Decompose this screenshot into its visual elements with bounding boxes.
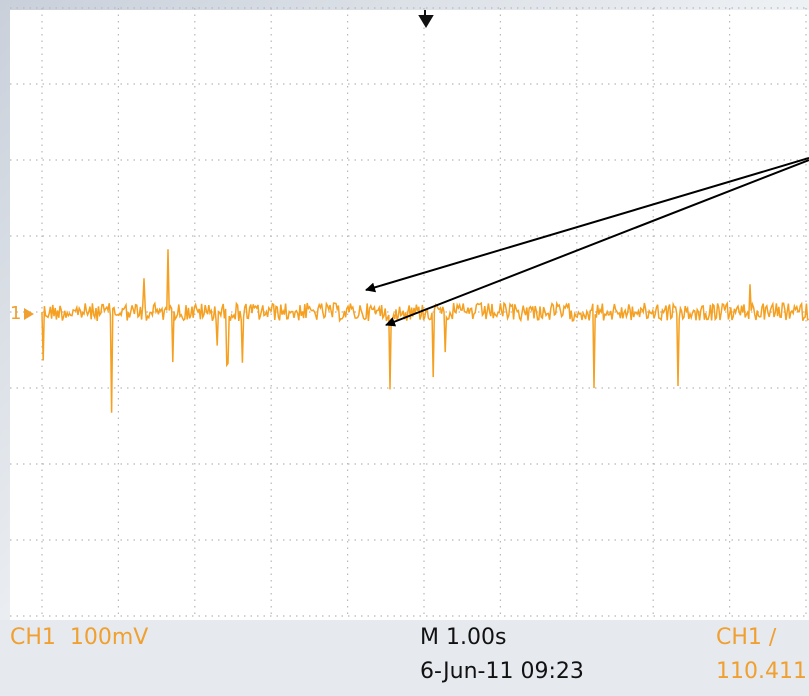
annotation-arrow [385,159,809,327]
trigger-setting: CH1 ∕ [716,625,777,650]
channel-marker-arrow [24,308,34,320]
trigger-value: 110.411 [716,659,807,684]
status-bar [0,620,809,696]
annotation-arrow [365,157,809,293]
channel-marker: 1 [10,303,21,324]
trigger-position-marker [418,10,434,28]
timestamp: 6-Jun-11 09:23 [420,659,584,684]
channel-scale: CH1 100mV [10,625,148,650]
timebase: M 1.00s [420,625,506,650]
waveform [41,249,809,413]
